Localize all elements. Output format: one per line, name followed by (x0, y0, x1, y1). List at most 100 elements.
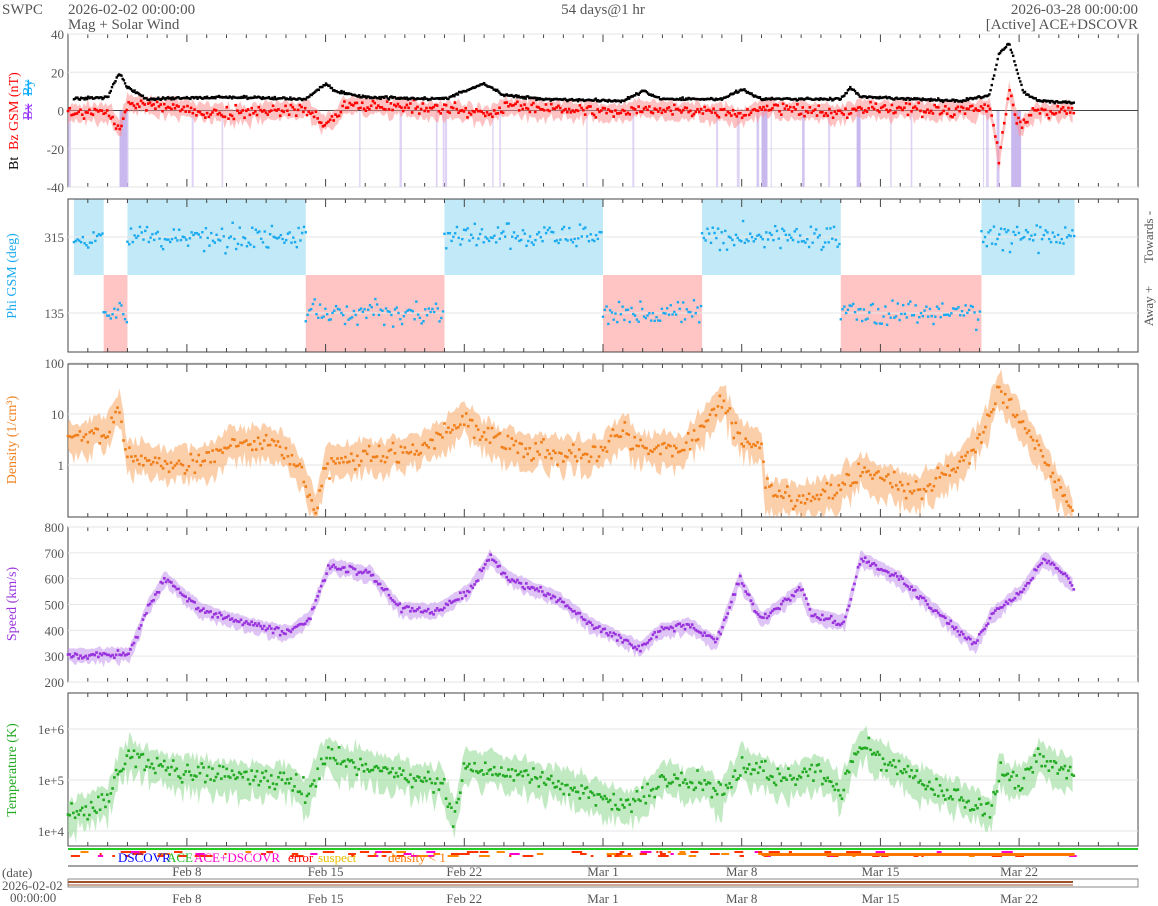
density-point (528, 446, 531, 450)
phi-point (170, 237, 174, 241)
density-point (986, 413, 989, 417)
quality-flag (479, 855, 490, 857)
speed-point (496, 565, 500, 568)
speed-point (375, 580, 378, 583)
temperature-point (120, 769, 123, 773)
temperature-point (475, 769, 478, 773)
speed-point (728, 606, 731, 609)
density-point (96, 427, 100, 431)
speed-point (214, 612, 218, 615)
temperature-point (904, 770, 908, 774)
bz-point (635, 111, 639, 115)
speed-point (1043, 558, 1047, 562)
bt-point (115, 76, 118, 79)
temperature-point (430, 781, 434, 785)
bz-point (614, 109, 617, 112)
bz-point (899, 106, 903, 110)
bz-point (145, 109, 148, 112)
temperature-point (234, 777, 237, 781)
speed-point (767, 614, 771, 618)
temperature-point (553, 786, 557, 789)
speed-point (467, 590, 471, 594)
bx-by-marker (191, 110, 194, 187)
speed-point (380, 586, 384, 590)
speed-point (1063, 572, 1067, 575)
temperature-point (1040, 764, 1043, 768)
temperature-point (988, 816, 992, 819)
bz-point (860, 107, 863, 110)
phi-point (914, 304, 917, 307)
temperature-point (157, 764, 161, 767)
speed-point (792, 594, 796, 598)
quality-flag (80, 851, 89, 853)
phi-point (459, 243, 462, 246)
bt-point (272, 98, 275, 101)
density-point (354, 468, 357, 471)
speed-point (239, 618, 243, 622)
bz-point (744, 113, 747, 117)
phi-point (126, 240, 129, 243)
bz-point (439, 112, 443, 115)
bz-point (113, 122, 116, 126)
density-point (918, 488, 922, 491)
bz-point (303, 106, 307, 110)
temperature-point (792, 776, 796, 780)
phi-point (114, 316, 118, 319)
speed-point (963, 636, 967, 640)
temperature-point (715, 792, 719, 796)
temperature-y-tick-label: 1e+6 (38, 722, 65, 737)
phi-point (773, 224, 777, 228)
density-point (936, 466, 940, 470)
bz-point (364, 109, 368, 113)
density-point (437, 432, 440, 436)
temperature-point (788, 774, 792, 777)
phi-point (425, 314, 429, 317)
bx-label: Bx (21, 104, 36, 120)
density-point (682, 448, 686, 452)
temperature-point (384, 766, 387, 769)
bz-point (171, 103, 175, 106)
density-point (409, 450, 413, 454)
bz-point (903, 106, 906, 110)
bz-point (225, 105, 229, 109)
bz-point (965, 107, 969, 110)
bt-point (750, 92, 753, 95)
bz-point (945, 112, 949, 116)
density-point (978, 433, 981, 436)
bz-point (403, 106, 407, 109)
density-point (231, 438, 234, 441)
date-tick-label: Feb 22 (446, 864, 482, 879)
temperature-point (574, 790, 578, 794)
density-point (484, 438, 488, 441)
phi-point (147, 240, 151, 244)
speed-point (558, 597, 562, 600)
speed-point (232, 620, 236, 623)
speed-point (218, 611, 221, 615)
speed-point (98, 652, 102, 655)
density-point (688, 447, 692, 451)
bz-point (788, 105, 792, 109)
temperature-point (837, 789, 840, 792)
temperature-point (507, 768, 510, 771)
bt-point (196, 97, 199, 100)
speed-point (749, 599, 753, 602)
speed-point (714, 640, 717, 644)
bt-point (843, 94, 846, 97)
bz-point (132, 104, 136, 107)
density-point (589, 455, 593, 459)
bt-point (713, 98, 716, 102)
speed-point (842, 620, 846, 624)
phi-point (734, 233, 738, 237)
bz-point (776, 104, 780, 107)
speed-point (480, 569, 484, 573)
speed-point (874, 563, 878, 567)
bt-point (314, 90, 317, 93)
temperature-point (328, 756, 332, 760)
temperature-point (405, 778, 409, 782)
bz-point (735, 115, 739, 118)
bz-point (220, 113, 223, 117)
density-point (599, 445, 603, 449)
speed-point (353, 567, 357, 571)
speed-point (209, 610, 212, 613)
speed-point (1067, 577, 1070, 580)
